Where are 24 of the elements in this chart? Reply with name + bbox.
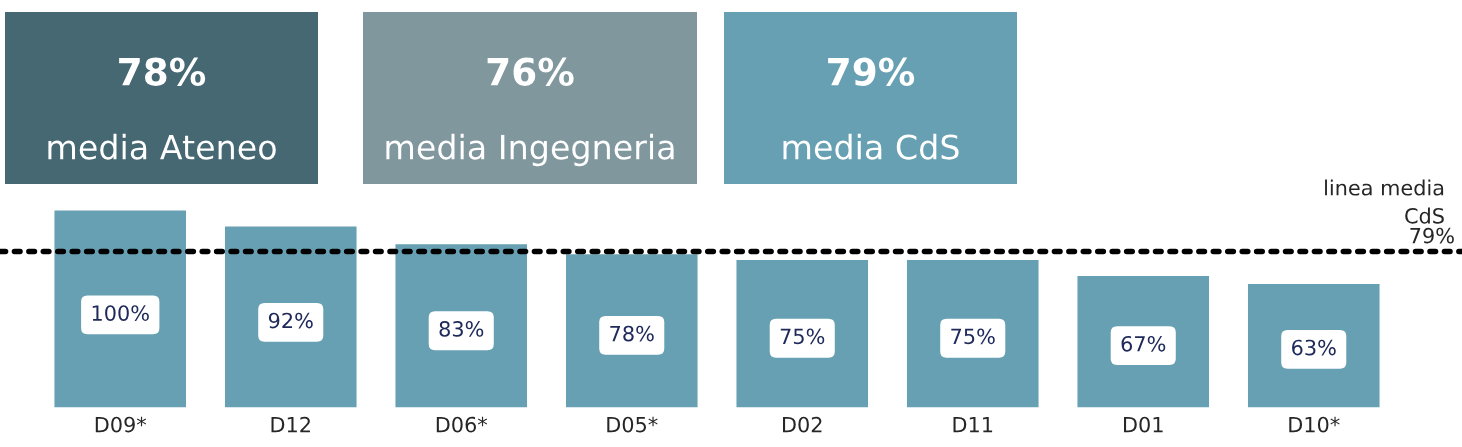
ref-line-label: linea media CdS (1325, 179, 1444, 224)
x-tick-label: D10* (1289, 416, 1340, 433)
text: media Ateneo (48, 133, 276, 160)
x-tick-label: D06* (436, 416, 488, 433)
x-tick-label: D11 (953, 416, 993, 433)
text: 79% (828, 57, 915, 86)
data-label: 92% (268, 312, 313, 329)
annotation: 79% (1410, 227, 1454, 244)
data-label: 75% (780, 328, 825, 345)
x-tick-label: D05* (607, 416, 658, 433)
x-tick-label: D02 (783, 416, 822, 433)
data-label: 78% (610, 325, 654, 342)
text: media CdS (783, 133, 959, 160)
x-tick-label: D01 (1124, 416, 1163, 433)
data-label: 83% (439, 321, 484, 337)
x-tick-label: D09* (95, 416, 147, 433)
data-label: 100% (92, 305, 149, 321)
text: media Ingegneria (386, 133, 674, 167)
text: 76% (487, 57, 574, 86)
data-label: 75% (951, 328, 995, 345)
x-tick-label: D12 (271, 416, 310, 433)
text: 78% (119, 57, 206, 86)
data-label: 67% (1121, 335, 1166, 352)
data-label: 63% (1292, 339, 1336, 356)
